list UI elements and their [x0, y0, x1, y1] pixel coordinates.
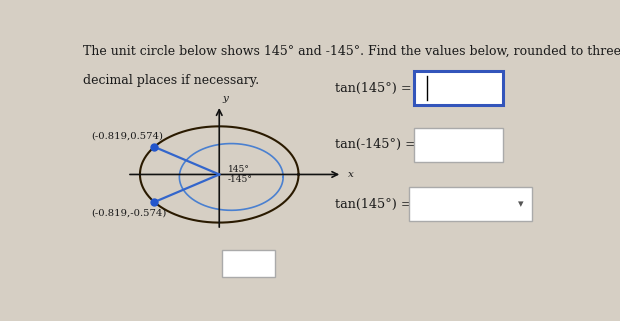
- Text: y: y: [222, 94, 228, 103]
- Text: ▾: ▾: [518, 199, 523, 209]
- Text: Next: Next: [234, 258, 262, 268]
- Text: -145°: -145°: [228, 175, 253, 184]
- Text: tan(-145°) =: tan(-145°) =: [335, 138, 415, 151]
- FancyBboxPatch shape: [222, 250, 275, 277]
- FancyBboxPatch shape: [414, 127, 503, 162]
- FancyBboxPatch shape: [414, 71, 503, 105]
- Text: x: x: [348, 170, 354, 179]
- Text: 145°: 145°: [228, 165, 250, 174]
- Text: decimal places if necessary.: decimal places if necessary.: [83, 74, 259, 87]
- Text: The unit circle below shows 145° and -145°. Find the values below, rounded to th: The unit circle below shows 145° and -14…: [83, 45, 620, 58]
- FancyBboxPatch shape: [409, 187, 531, 221]
- Text: tan(145°) =: tan(145°) =: [335, 198, 411, 211]
- Text: (-0.819,0.574): (-0.819,0.574): [91, 132, 163, 141]
- Text: (-0.819,-0.574): (-0.819,-0.574): [91, 208, 166, 217]
- Text: tan(145°) =: tan(145°) =: [335, 82, 411, 94]
